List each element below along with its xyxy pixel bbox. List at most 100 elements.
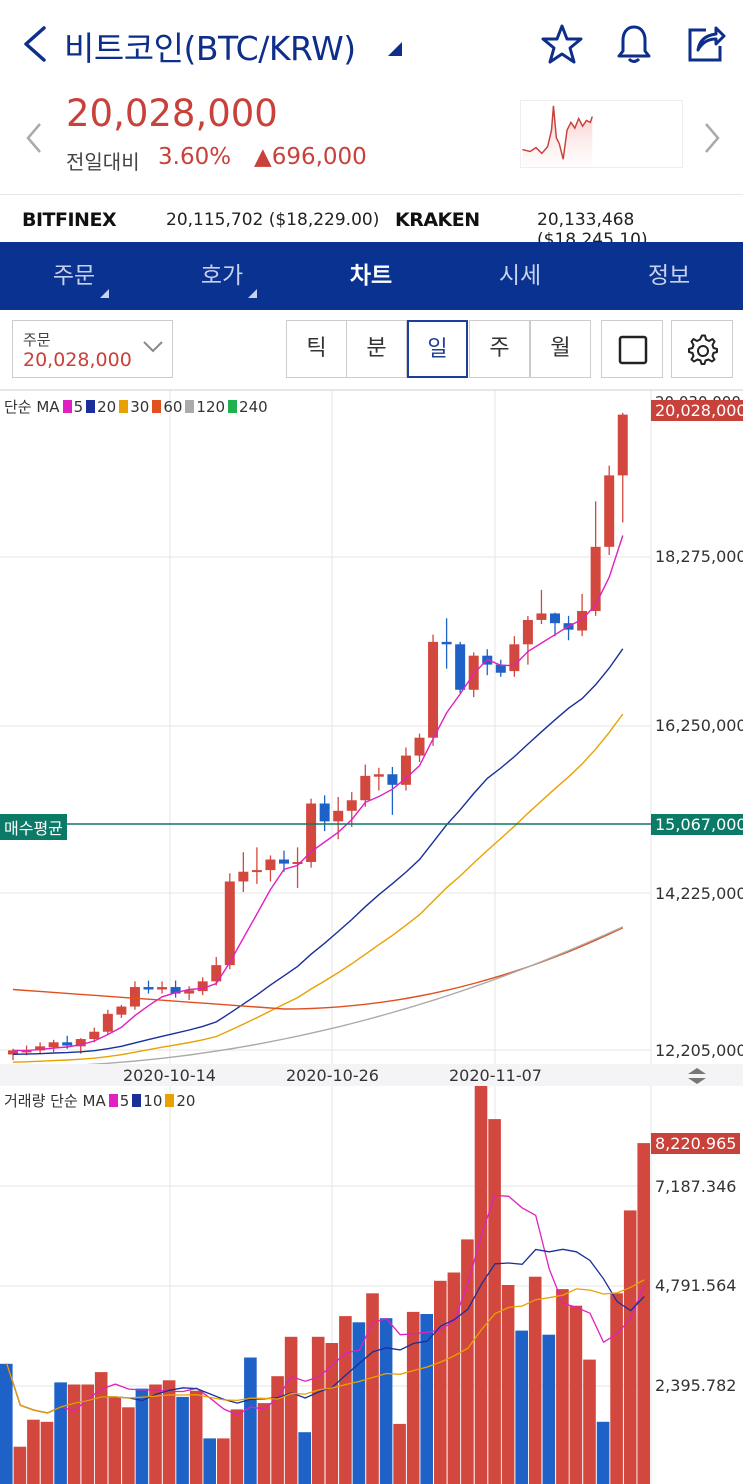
volume-axis-label: 7,187.346 [655, 1177, 737, 1196]
gear-icon [688, 334, 718, 365]
ma-legend: 단순 MA 5 20 30 60 120 240 [4, 396, 268, 417]
avg-buy-price-tag: 15,067,000 [651, 814, 743, 835]
candle-body [346, 800, 357, 811]
candle-body [468, 655, 479, 690]
period-tick-button[interactable]: 틱 [286, 320, 347, 378]
tab-order[interactable]: 주문 [0, 242, 148, 310]
vol-ma10-swatch [132, 1094, 142, 1107]
volume-bar [27, 1419, 40, 1484]
candle-body [495, 664, 506, 673]
tab-info-label: 정보 [647, 263, 691, 289]
star-icon[interactable] [540, 22, 584, 66]
moving-average-lines [12, 535, 624, 1068]
volume-bar [542, 1334, 556, 1484]
candle-body [373, 774, 384, 777]
candle-body [522, 619, 533, 645]
volume-bar [162, 1380, 176, 1484]
volume-bar [108, 1396, 122, 1484]
volume-bar [189, 1390, 203, 1484]
page-title[interactable]: 비트코인(BTC/KRW) [64, 29, 356, 68]
volume-bar [54, 1382, 67, 1484]
volume-ma20-line [6, 1279, 645, 1414]
tab-market[interactable]: 시세 [446, 242, 594, 310]
volume-bar [230, 1409, 244, 1484]
volume-bar [257, 1403, 271, 1484]
back-icon[interactable] [18, 24, 52, 64]
volume-bar [311, 1336, 325, 1484]
tab-order-dropdown-icon [100, 289, 109, 298]
candle-body [102, 1013, 113, 1032]
order-label: 주문 [23, 331, 51, 349]
change-amount: ▲696,000 [254, 144, 367, 170]
volume-bar [447, 1272, 461, 1484]
candle-body [590, 546, 601, 612]
current-price-tag: 20,028,000 [651, 400, 743, 421]
settings-button[interactable] [671, 320, 733, 378]
volume-bar [434, 1280, 447, 1484]
price-summary: 20,028,000 전일대비 3.60% ▲696,000 [0, 88, 743, 194]
title-dropdown-icon[interactable] [388, 42, 402, 56]
period-month-button[interactable]: 월 [530, 320, 591, 378]
candle-body [251, 870, 262, 873]
price-axis-label: 18,275,000 [655, 547, 743, 566]
tab-orderbook[interactable]: 호가 [148, 242, 296, 310]
volume-bar [556, 1289, 569, 1484]
tab-chart[interactable]: 차트 [297, 242, 445, 310]
candle-body [428, 641, 439, 738]
vol-ma10-label: 10 [143, 1092, 163, 1110]
candle-body [197, 981, 208, 992]
candle-body [224, 881, 235, 966]
candle-body [279, 859, 289, 864]
volume-bar [135, 1388, 149, 1484]
resize-handle-icon[interactable] [688, 1068, 706, 1084]
ma30-label: 30 [130, 398, 150, 416]
volume-bar [420, 1314, 433, 1484]
candle-body [414, 737, 425, 756]
prev-coin-icon[interactable] [22, 118, 46, 158]
volume-bar [122, 1407, 135, 1484]
tab-orderbook-label: 호가 [200, 263, 244, 289]
order-price-select[interactable]: 주문 20,028,000 [12, 320, 173, 378]
date-axis-label: 2020-10-14 [123, 1066, 216, 1085]
volume-ma-lines [6, 1194, 645, 1416]
volume-bar [488, 1119, 501, 1484]
fullscreen-button[interactable] [601, 320, 663, 378]
candle-body [292, 861, 303, 864]
candle-body [116, 1006, 127, 1015]
volume-bar [94, 1372, 108, 1484]
candle-body [387, 774, 398, 785]
bell-icon[interactable] [612, 22, 656, 66]
ma30-line [12, 713, 624, 1063]
volume-axis-label: 2,395.782 [655, 1376, 737, 1395]
chevron-down-icon [143, 341, 163, 353]
price-chart[interactable] [0, 388, 743, 1484]
vol-ma20-label: 20 [176, 1092, 196, 1110]
volume-axis-label: 4,791.564 [655, 1276, 737, 1295]
volume-bar [623, 1210, 637, 1484]
period-day-button[interactable]: 일 [407, 320, 468, 378]
candle-body [170, 987, 181, 994]
share-icon[interactable] [684, 22, 728, 66]
ma240-swatch [228, 400, 238, 413]
tab-chart-label: 차트 [349, 263, 393, 289]
ma5-line [13, 535, 624, 1052]
candle-body [8, 1050, 18, 1055]
ma120-line [13, 926, 624, 1068]
vol-ma20-swatch [165, 1094, 175, 1107]
volume-bar [528, 1276, 542, 1484]
volume-bar [515, 1330, 528, 1484]
period-minute-button[interactable]: 분 [346, 320, 407, 378]
volume-ma5-line [6, 1194, 645, 1416]
date-axis-label: 2020-10-26 [286, 1066, 379, 1085]
tab-bar: 주문 호가 차트 시세 정보 [0, 242, 743, 310]
candle-body [319, 803, 330, 822]
period-week-button[interactable]: 주 [469, 320, 530, 378]
volume-bar [81, 1384, 94, 1484]
tab-info[interactable]: 정보 [595, 242, 743, 310]
candle-body [550, 613, 560, 624]
next-coin-icon[interactable] [700, 118, 724, 158]
volume-bar [40, 1421, 54, 1484]
candle-body [333, 810, 344, 822]
ma240-label: 240 [239, 398, 268, 416]
change-percent: 3.60% [158, 144, 232, 170]
